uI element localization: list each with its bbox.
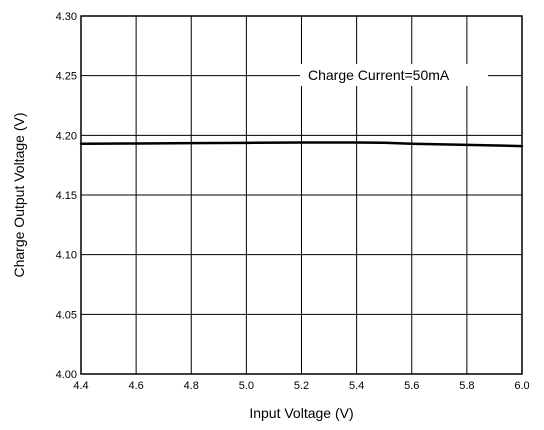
- y-tick-label: 4.20: [56, 130, 77, 142]
- x-tick-label: 6.0: [514, 380, 529, 392]
- y-tick-label: 4.10: [56, 250, 77, 262]
- x-tick-label: 5.2: [294, 380, 309, 392]
- annotation-background: [300, 64, 488, 86]
- annotation: Charge Current=50mA: [300, 64, 488, 86]
- y-tick-labels: 4.00 4.05 4.10 4.15 4.20 4.25 4.30: [56, 11, 77, 381]
- annotation-text: Charge Current=50mA: [308, 67, 450, 83]
- y-tick-label: 4.00: [56, 369, 77, 381]
- y-axis-title: Charge Output Voltage (V): [11, 113, 27, 278]
- x-tick-label: 5.4: [349, 380, 364, 392]
- x-tick-label: 4.8: [184, 380, 199, 392]
- y-tick-label: 4.05: [56, 309, 77, 321]
- series-group: [79, 141, 524, 148]
- x-axis-title: Input Voltage (V): [249, 405, 353, 421]
- y-tick-label: 4.25: [56, 71, 77, 83]
- x-tick-label: 5.8: [459, 380, 474, 392]
- series-line: [79, 141, 524, 148]
- y-tick-label: 4.30: [56, 11, 77, 23]
- x-tick-label: 4.4: [73, 380, 88, 392]
- x-tick-label: 4.6: [128, 380, 143, 392]
- plot-frame: [80, 15, 523, 375]
- y-tick-label: 4.15: [56, 190, 77, 202]
- x-tick-labels: 4.4 4.6 4.8 5.0 5.2 5.4 5.6 5.8 6.0: [73, 380, 529, 392]
- x-tick-label: 5.6: [404, 380, 419, 392]
- x-tick-label: 5.0: [239, 380, 254, 392]
